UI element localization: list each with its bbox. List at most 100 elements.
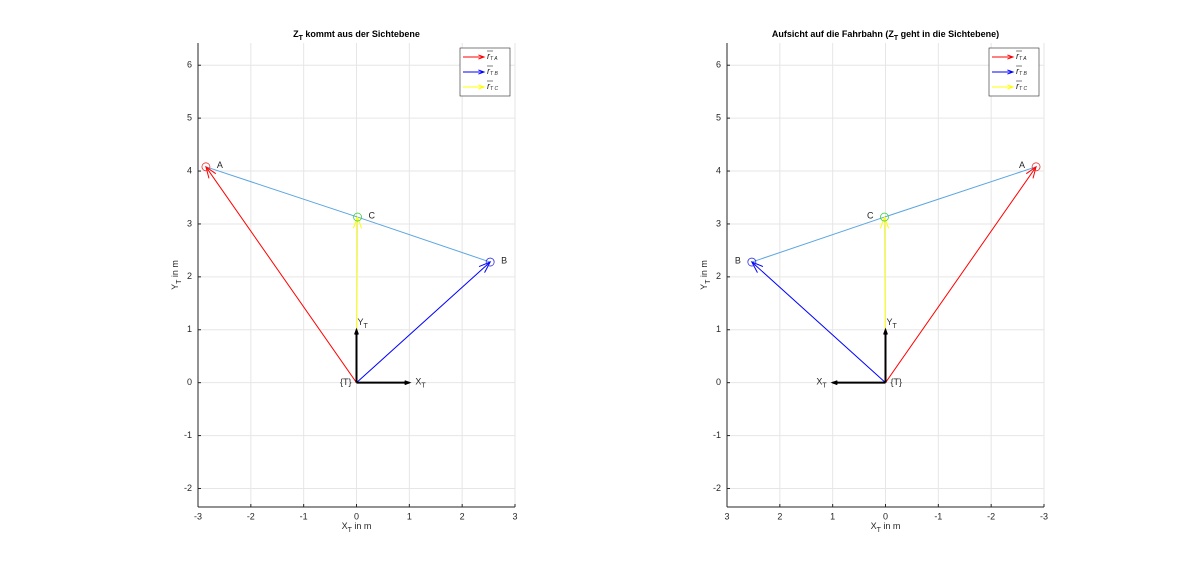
y-tick-label: -2 [713,483,721,493]
frame-axis-label: YT [887,317,898,329]
point [880,212,889,222]
legend-name: r [487,66,491,76]
point-label: B [735,255,741,265]
text-part: X [342,521,348,531]
x-tick-label: 1 [407,511,412,521]
x-tick-label: 1 [830,511,835,521]
x-tick-label: 3 [724,511,729,521]
subscript: T [364,323,369,330]
legend-label: rT C [487,81,498,92]
arrow-head [404,380,412,386]
text-part: geht in die Sichtebene) [898,29,999,39]
y-tick-label: 1 [716,324,721,334]
arrow-head [879,215,890,229]
subscript: T [894,35,899,42]
arrow-head [1007,84,1015,90]
legend-name: r [1016,81,1020,91]
point-label: B [501,255,507,265]
point [747,257,757,267]
x-axis-label: XT in m [871,521,901,533]
x-tick-label: -1 [934,511,942,521]
y-axis-label: YT in m [699,260,711,290]
arrow-head [352,215,363,229]
x-tick-label: 2 [777,511,782,521]
arrow-head [478,54,486,60]
arrow-head [205,165,217,179]
arrow-head [354,327,359,335]
y-tick-label: 5 [187,113,192,123]
x-tick-label: -3 [194,511,202,521]
text-part: Y [358,317,364,327]
point-label: A [1019,160,1025,170]
arrow-head [478,69,486,75]
y-tick-label: 5 [716,113,721,123]
y-axis-label: YT in m [170,260,182,290]
arrow-head [750,261,764,273]
legend-label: rT B [487,66,498,77]
legend-label: rT C [1016,81,1027,92]
x-tick-label: -2 [987,511,995,521]
legend-name: r [1016,66,1020,76]
arrow-head [478,261,492,273]
text-part: Aufsicht auf die Fahrbahn (Z [772,29,895,39]
point [353,212,362,222]
point-label: A [217,160,223,170]
y-tick-label: 0 [716,377,721,387]
y-tick-label: 3 [716,218,721,228]
chart-title: ZT kommt aus der Sichtebene [293,29,420,41]
frame-axis-label: YT [358,317,369,329]
y-tick-label: -1 [184,430,192,440]
y-tick-label: -2 [184,483,192,493]
legend-subscript: T C [490,86,498,92]
y-tick-label: 4 [716,165,721,175]
arrow-head [1007,69,1015,75]
subscript: T [822,383,827,390]
frame-label: {T} [340,377,352,387]
point [485,257,495,267]
y-tick-label: 6 [716,60,721,70]
text-part: X [816,377,822,387]
y-tick-label: 3 [187,218,192,228]
frame-label: {T} [891,377,903,387]
frame-axis-label: XT [415,377,426,389]
x-tick-label: 2 [460,511,465,521]
vector [885,166,1037,383]
arrow-head [1007,54,1015,60]
legend-label: rT B [1016,66,1027,77]
vector [205,166,357,383]
arrow-head [1025,165,1037,179]
legend-label: rT A [487,51,498,62]
subscript: T [893,323,898,330]
point [1031,162,1041,172]
x-tick-label: -3 [1040,511,1048,521]
text-part: in m [170,260,180,280]
legend-name: r [487,51,491,61]
y-tick-label: 6 [187,60,192,70]
text-part: in m [699,260,709,280]
text-part: in m [881,521,901,531]
y-tick-label: 4 [187,165,192,175]
y-tick-label: 2 [716,271,721,281]
subscript: T [176,279,183,284]
x-tick-label: -1 [300,511,308,521]
subscript: T [299,35,304,42]
subscript: T [877,527,882,534]
vector [751,261,886,384]
y-tick-label: -1 [713,430,721,440]
subscript: T [421,383,426,390]
legend-name: r [1016,51,1020,61]
x-tick-label: 3 [512,511,517,521]
text-part: kommt aus der Sichtebene [303,29,420,39]
x-axis-label: XT in m [342,521,372,533]
subscript: T [705,279,712,284]
vector [356,261,491,384]
subscript: T [348,527,353,534]
text-part: Y [887,317,893,327]
legend-label: rT A [1016,51,1027,62]
legend-name: r [487,81,491,91]
text-part: X [415,377,421,387]
text-part: Y [699,284,709,290]
point-label: C [369,210,376,220]
chart-title: Aufsicht auf die Fahrbahn (ZT geht in di… [772,29,999,41]
y-tick-label: 2 [187,271,192,281]
